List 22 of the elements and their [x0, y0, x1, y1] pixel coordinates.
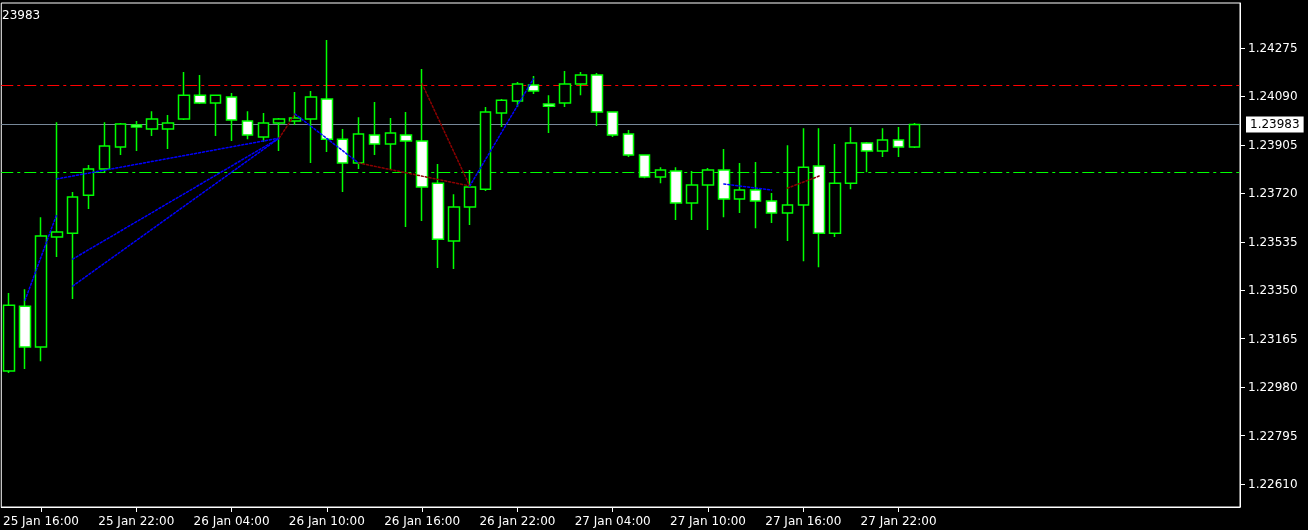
annotation: 23983: [2, 8, 41, 22]
x-tick-label: 26 Jan 22:00: [479, 514, 556, 528]
x-tick-label: 26 Jan 16:00: [384, 514, 461, 528]
y-tick-label: 1.23350: [1248, 283, 1298, 298]
ref-line-label: 1.23983: [1250, 117, 1300, 132]
x-tick-label: 25 Jan 22:00: [98, 514, 175, 528]
x-tick-label: 26 Jan 10:00: [288, 514, 365, 528]
x-tick-label: 27 Jan 04:00: [574, 514, 651, 528]
y-tick-label: 1.24275: [1248, 41, 1298, 56]
y-tick-label: 1.22610: [1248, 476, 1298, 491]
x-tick-label: 25 Jan 16:00: [2, 514, 79, 528]
y-tick-label: 1.23905: [1248, 137, 1298, 152]
x-tick-label: 26 Jan 04:00: [193, 514, 270, 528]
x-tick-label: 27 Jan 10:00: [669, 514, 746, 528]
y-tick-label: 1.24090: [1248, 89, 1298, 104]
x-tick-label: 27 Jan 22:00: [860, 514, 937, 528]
y-tick-label: 1.22980: [1248, 380, 1298, 395]
y-tick-label: 1.23165: [1248, 331, 1298, 346]
y-tick-label: 1.23535: [1248, 234, 1298, 249]
x-tick-label: 27 Jan 16:00: [765, 514, 842, 528]
y-tick-label: 1.23720: [1248, 186, 1298, 201]
y-tick-label: 1.22795: [1248, 428, 1298, 443]
